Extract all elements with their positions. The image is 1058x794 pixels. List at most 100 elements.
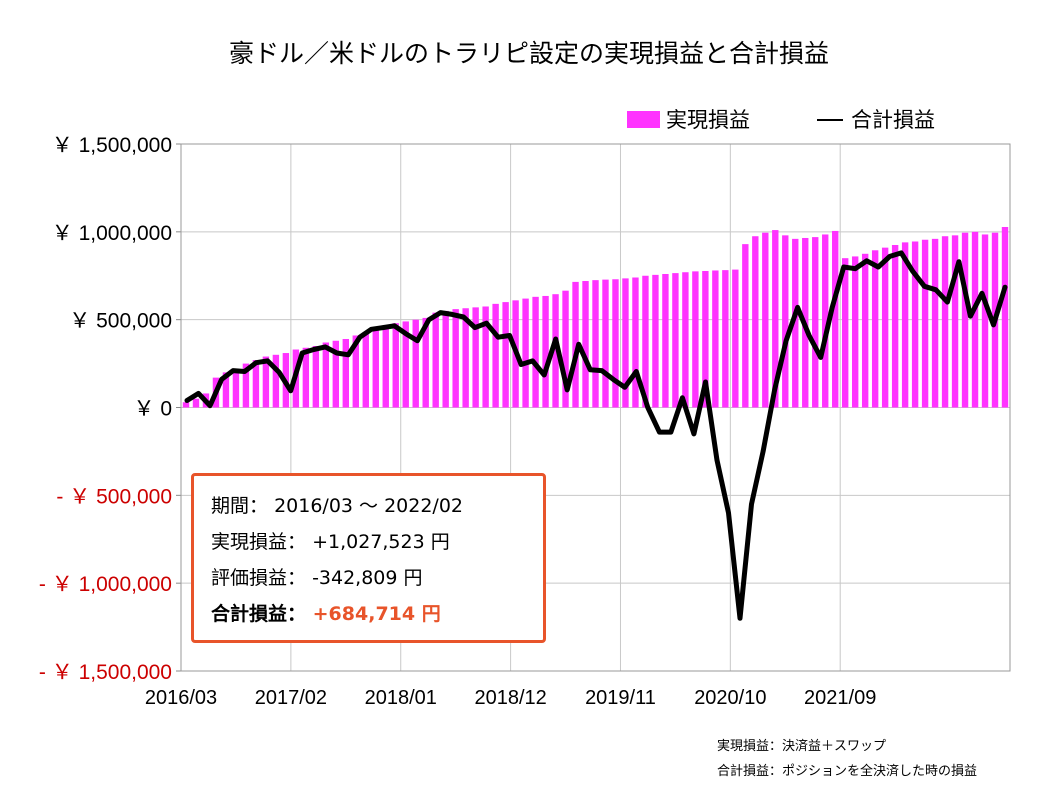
- summary-unrealized: 評価損益： -342,809 円: [211, 560, 543, 596]
- x-tick-label: 2019/11: [585, 687, 656, 709]
- bar-realized: [971, 231, 979, 408]
- bar-realized: [822, 234, 829, 408]
- summary-period: 期間： 2016/03 ～ 2022/02: [211, 488, 543, 524]
- bar-realized: [302, 347, 310, 408]
- bar-realized: [532, 296, 539, 408]
- summary-period-label: 期間：: [211, 495, 269, 517]
- y-axis-ticks: ￥ 1,500,000 ￥ 1,000,000 ￥ 500,000 ￥ 0 - ￥ 50…: [39, 134, 172, 684]
- bar-realized: [921, 239, 929, 408]
- bar-realized: [981, 234, 989, 408]
- summary-box: 期間： 2016/03 ～ 2022/02 実現損益： +1,027,523 円…: [191, 473, 546, 643]
- bar-realized: [472, 307, 479, 408]
- bar-realized: [911, 241, 919, 408]
- bar-realized: [732, 269, 739, 408]
- y-tick-label: - ￥ 1,500,000: [39, 661, 172, 684]
- summary-realized-value: +1,027,523 円: [312, 531, 450, 553]
- note-total: 合計損益：ポジションを全決済した時の損益: [717, 763, 977, 779]
- bar-realized: [572, 281, 579, 408]
- bar-realized: [582, 281, 589, 408]
- summary-total-label: 合計損益：: [211, 603, 307, 625]
- bar-realized: [692, 271, 699, 408]
- bar-realized: [522, 298, 529, 408]
- bar-realized: [262, 356, 270, 408]
- bar-realized: [392, 323, 399, 408]
- bar-realized: [452, 309, 459, 408]
- bar-realized: [662, 273, 669, 408]
- bar-realized: [502, 302, 509, 408]
- bar-realized: [422, 317, 429, 408]
- y-tick-label: - ￥ 1,000,000: [39, 573, 172, 596]
- bar-realized: [1001, 226, 1009, 408]
- x-tick-label: 2016/03: [145, 687, 217, 709]
- summary-realized-label: 実現損益：: [211, 531, 307, 553]
- x-axis-ticks: 2016/03 2017/02 2018/01 2018/12 2019/11 2020/…: [145, 687, 877, 709]
- bar-realized: [812, 237, 819, 408]
- bar-realized: [622, 278, 629, 408]
- bar-realized: [362, 331, 369, 408]
- summary-period-value: 2016/03 ～ 2022/02: [274, 495, 464, 517]
- summary-total-value: +684,714 円: [312, 603, 441, 625]
- bar-realized: [432, 312, 439, 408]
- bar-realized: [382, 326, 389, 408]
- bar-realized: [482, 306, 489, 408]
- bar-realized: [442, 310, 449, 408]
- bar-series-realized: [182, 226, 1009, 408]
- note-realized: 実現損益：決済益＋スワップ: [717, 738, 886, 754]
- bar-realized: [842, 258, 849, 408]
- summary-unrealized-label: 評価損益：: [211, 567, 307, 589]
- x-tick-label: 2018/01: [365, 687, 437, 709]
- bar-realized: [412, 319, 419, 408]
- bar-realized: [851, 256, 859, 408]
- bar-realized: [871, 250, 879, 408]
- plot-frame: [180, 143, 1011, 672]
- bar-realized: [232, 368, 240, 408]
- bar-realized: [792, 238, 799, 408]
- legend-label-realized: 実現損益: [666, 108, 750, 132]
- bar-realized: [332, 340, 340, 408]
- bar-realized: [961, 232, 969, 408]
- chart-title: 豪ドル／米ドルのトラリピ設定の実現損益と合計損益: [229, 39, 829, 68]
- summary-realized: 実現損益： +1,027,523 円: [211, 524, 543, 560]
- bar-realized: [931, 238, 939, 408]
- bar-realized: [242, 363, 250, 408]
- summary-total: 合計損益： +684,714 円: [211, 596, 543, 632]
- bar-realized: [542, 295, 549, 408]
- y-tick-label: ￥ 0: [133, 398, 172, 421]
- bar-realized: [782, 235, 789, 408]
- bar-realized: [742, 244, 749, 408]
- y-tick-label: - ￥ 500,000: [56, 485, 172, 508]
- bar-realized: [762, 232, 769, 408]
- line-series-total: [184, 250, 1008, 621]
- bar-realized: [682, 272, 689, 408]
- axes: [176, 143, 1011, 672]
- bar-realized: [322, 342, 330, 408]
- legend-label-total: 合計損益: [851, 108, 935, 132]
- bar-realized: [252, 360, 260, 408]
- bar-realized: [702, 271, 709, 408]
- bar-realized: [881, 247, 889, 408]
- bar-realized: [372, 330, 379, 408]
- bar-realized: [182, 402, 190, 408]
- bar-realized: [592, 280, 599, 408]
- x-tick-label: 2020/10: [694, 687, 766, 709]
- bar-realized: [602, 279, 609, 408]
- bar-realized: [352, 335, 359, 408]
- bar-realized: [642, 275, 649, 408]
- summary-unrealized-value: -342,809 円: [312, 567, 423, 589]
- bar-realized: [652, 274, 659, 408]
- bar-realized: [712, 270, 719, 408]
- bar-realized: [861, 253, 869, 408]
- bar-realized: [832, 230, 839, 408]
- bar-realized: [272, 354, 280, 408]
- bar-realized: [192, 398, 200, 408]
- bar-realized: [312, 346, 320, 408]
- line-total: [184, 250, 1008, 621]
- bar-realized: [951, 235, 959, 408]
- bar-realized: [492, 303, 499, 408]
- bar-realized: [941, 236, 949, 408]
- y-tick-label: ￥ 1,000,000: [52, 222, 172, 245]
- x-tick-label: 2021/09: [804, 687, 876, 709]
- bar-realized: [672, 273, 679, 408]
- bar-realized: [552, 294, 559, 408]
- bar-realized: [342, 338, 349, 408]
